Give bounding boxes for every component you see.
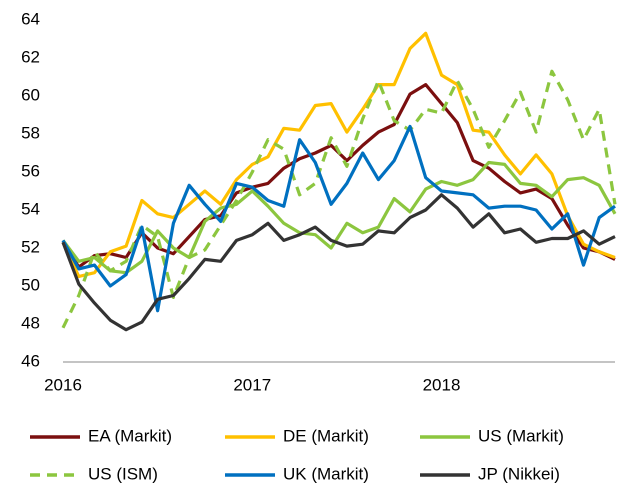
x-tick-label: 2016 xyxy=(44,375,82,394)
y-tick-label: 48 xyxy=(21,313,40,332)
y-tick-label: 52 xyxy=(21,237,40,256)
series-line xyxy=(61,124,616,313)
series-line xyxy=(61,69,617,329)
y-tick-label: 50 xyxy=(21,275,40,294)
y-tick-label: 62 xyxy=(21,47,40,66)
legend-label: UK (Markit) xyxy=(283,464,369,483)
legend-label: EA (Markit) xyxy=(88,426,172,445)
series-line xyxy=(61,193,616,332)
series-line xyxy=(61,160,617,275)
legend-label: US (ISM) xyxy=(88,464,158,483)
x-tick-label: 2018 xyxy=(423,375,461,394)
y-tick-label: 54 xyxy=(21,199,40,218)
series-line xyxy=(61,31,616,279)
y-tick-label: 56 xyxy=(21,161,40,180)
y-tick-label: 46 xyxy=(21,351,40,370)
legend-label: JP (Nikkei) xyxy=(478,464,560,483)
x-tick-label: 2017 xyxy=(233,375,271,394)
y-tick-label: 60 xyxy=(21,85,40,104)
legend-label: DE (Markit) xyxy=(283,426,369,445)
legend-label: US (Markit) xyxy=(478,426,564,445)
y-tick-label: 58 xyxy=(21,123,40,142)
y-tick-label: 64 xyxy=(21,9,40,28)
